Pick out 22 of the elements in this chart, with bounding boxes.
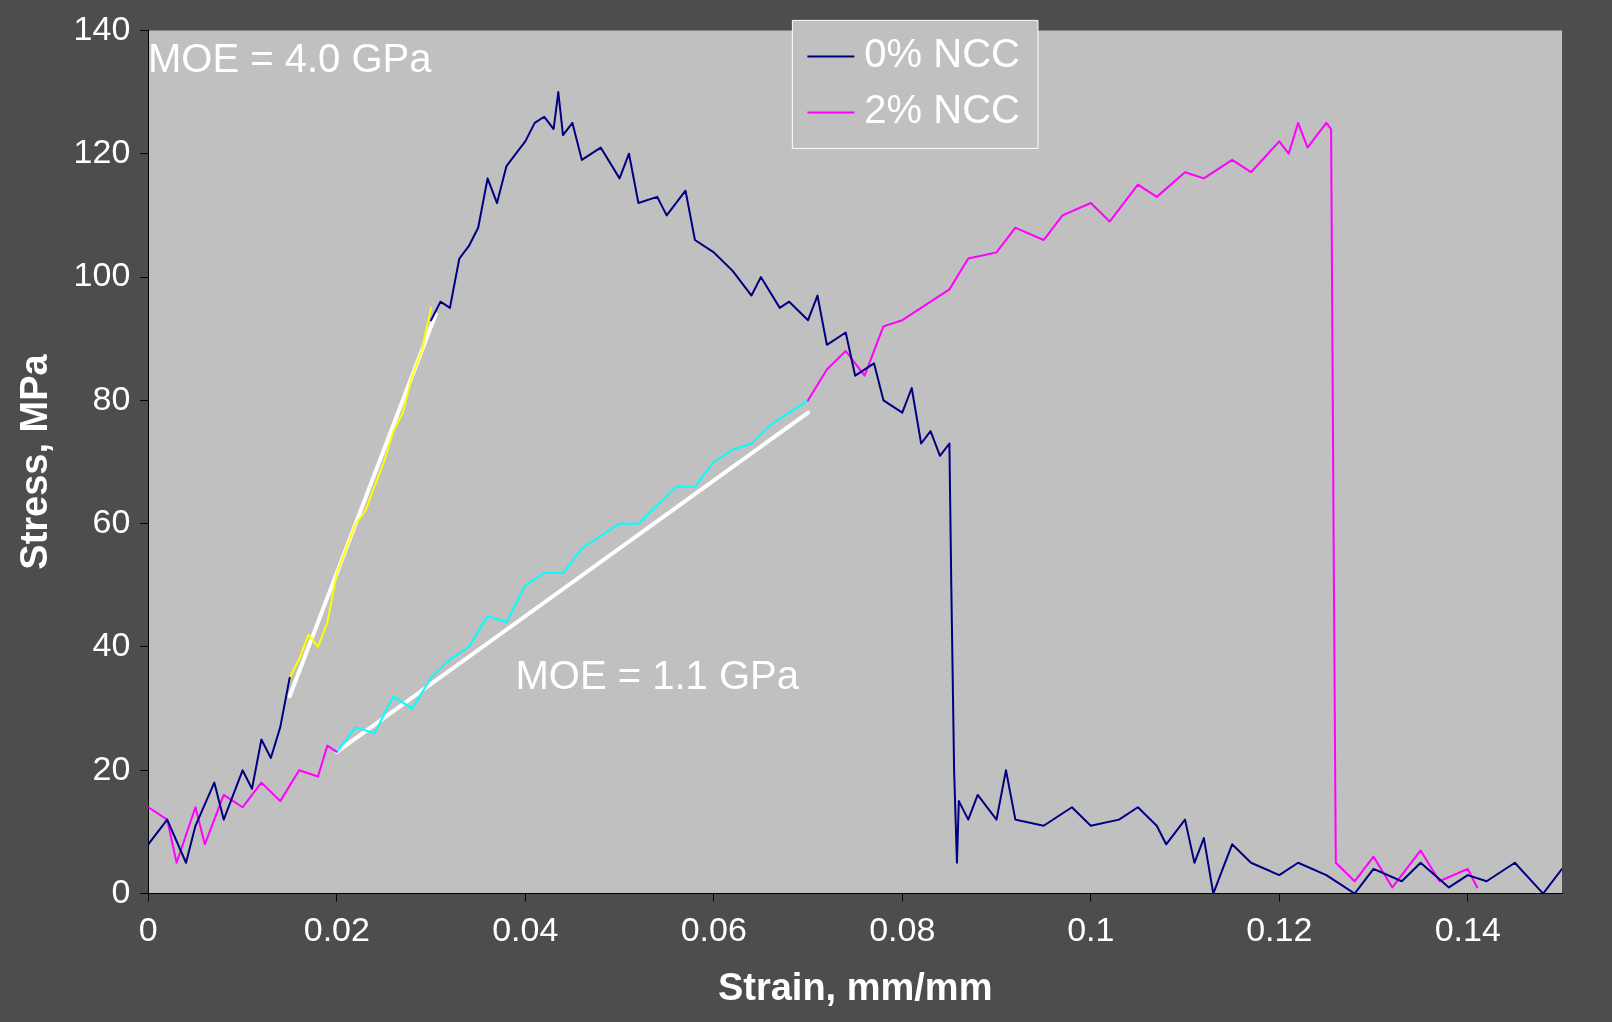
x-tick-label: 0.04 [492, 910, 559, 949]
y-tick-label: 40 [92, 625, 131, 664]
y-tick-label: 0 [111, 871, 131, 910]
x-tick-label: 0.1 [1067, 910, 1115, 949]
y-tick-label: 80 [92, 378, 131, 417]
y-tick-label: 120 [73, 132, 131, 171]
legend-label: 2% NCC [864, 87, 1020, 132]
x-tick-label: 0.12 [1246, 910, 1313, 949]
y-tick-label: 140 [73, 8, 131, 47]
annotation: MOE = 4.0 GPa [147, 35, 433, 80]
y-tick-label: 20 [92, 748, 131, 787]
y-axis-title: Stress, MPa [13, 353, 56, 570]
legend-label: 0% NCC [864, 31, 1020, 76]
x-tick-label: 0.06 [680, 910, 747, 949]
x-tick-label: 0.02 [303, 910, 370, 949]
y-tick-label: 60 [92, 502, 131, 541]
x-tick-label: 0.14 [1434, 910, 1501, 949]
x-tick-label: 0.08 [869, 910, 936, 949]
x-tick-label: 0 [138, 910, 158, 949]
x-axis-title: Strain, mm/mm [717, 965, 993, 1008]
annotation: MOE = 1.1 GPa [515, 652, 800, 697]
y-tick-label: 100 [73, 255, 131, 294]
